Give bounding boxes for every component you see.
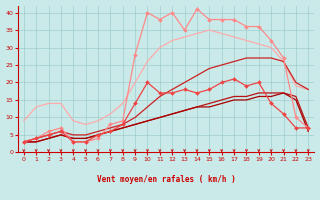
- X-axis label: Vent moyen/en rafales ( km/h ): Vent moyen/en rafales ( km/h ): [97, 175, 236, 184]
